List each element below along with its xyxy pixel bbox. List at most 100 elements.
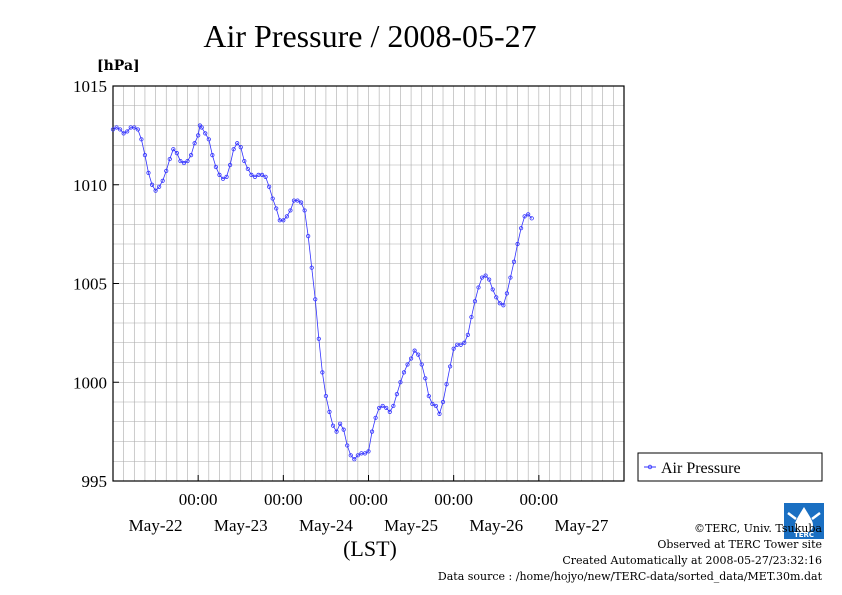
- data-point: [518, 226, 524, 231]
- x-day-label: May-27: [555, 516, 609, 535]
- data-point: [345, 443, 350, 448]
- data-point: [228, 162, 233, 168]
- data-point: [245, 166, 250, 172]
- data-point: [448, 364, 453, 369]
- data-point: [458, 342, 463, 347]
- data-point: [157, 184, 162, 189]
- data-point: [472, 299, 478, 304]
- data-point: [504, 291, 509, 296]
- data-point: [380, 403, 385, 409]
- data-point: [213, 164, 219, 170]
- data-point: [391, 403, 396, 409]
- data-point: [462, 340, 467, 345]
- data-point: [188, 153, 194, 158]
- data-point: [313, 297, 318, 302]
- copyright-text: ©TERC, Univ. Tsukuba: [693, 522, 822, 535]
- data-point: [440, 399, 446, 405]
- data-point: [401, 370, 407, 375]
- data-point: [327, 409, 332, 414]
- data-point: [479, 275, 485, 280]
- logo-drop-shape: [795, 507, 813, 533]
- series-air-pressure: [110, 123, 534, 462]
- data-point: [348, 453, 353, 458]
- data-point: [394, 391, 399, 397]
- data-point: [125, 129, 130, 134]
- y-tick-label: 1005: [73, 275, 107, 294]
- x-tick-label: 00:00: [179, 490, 218, 509]
- data-point: [263, 174, 268, 179]
- y-tick-label: 1000: [73, 373, 107, 392]
- x-day-label: May-25: [384, 516, 438, 535]
- data-point: [274, 206, 279, 211]
- data-point: [242, 158, 247, 164]
- data-point: [249, 172, 254, 177]
- data-point: [511, 259, 517, 264]
- data-point: [501, 303, 506, 308]
- data-point: [405, 362, 410, 367]
- data-point: [302, 208, 307, 213]
- data-point: [444, 382, 449, 387]
- data-point: [171, 147, 176, 152]
- data-point: [366, 449, 371, 454]
- data-point: [160, 178, 165, 183]
- data-point: [334, 429, 339, 434]
- data-point: [465, 332, 470, 337]
- data-point: [330, 423, 336, 428]
- data-point: [199, 125, 204, 130]
- data-point: [487, 277, 492, 282]
- data-point: [238, 145, 243, 150]
- data-point: [483, 273, 488, 278]
- data-point: [284, 214, 289, 219]
- data-point: [270, 196, 275, 201]
- source-text: Data source : /home/hojyo/new/TERC-data/…: [437, 570, 822, 583]
- data-point: [181, 160, 187, 166]
- data-point: [398, 380, 403, 385]
- data-point: [231, 147, 236, 152]
- series-line: [112, 124, 533, 460]
- x-day-label: May-26: [469, 516, 523, 535]
- data-point: [121, 131, 126, 136]
- data-point: [252, 174, 258, 179]
- data-point: [164, 168, 169, 174]
- x-day-label: May-23: [214, 516, 268, 535]
- data-point: [135, 127, 140, 132]
- data-point: [206, 137, 211, 142]
- data-point: [149, 182, 155, 187]
- x-axis: 00:00 00:00 00:00 00:00 00:00 May-22 May-23 May…: [129, 475, 609, 535]
- data-point: [320, 370, 325, 375]
- data-point: [146, 170, 151, 175]
- legend-entry-air-pressure: Air Pressure: [661, 460, 741, 477]
- data-point: [220, 176, 226, 181]
- x-tick-label: 00:00: [264, 490, 303, 509]
- chart-title: Air Pressure / 2008-05-27: [203, 18, 536, 54]
- data-point: [224, 174, 229, 179]
- data-point: [288, 208, 293, 213]
- data-point: [377, 405, 382, 411]
- data-point: [235, 141, 240, 146]
- data-point: [153, 188, 158, 193]
- data-point: [419, 362, 424, 367]
- data-point: [437, 411, 442, 416]
- data-point: [132, 125, 137, 130]
- data-point: [469, 314, 474, 320]
- data-point: [117, 127, 123, 132]
- legend-box: [637, 452, 823, 482]
- data-point: [508, 275, 513, 280]
- created-text: Created Automatically at 2008-05-27/23:3…: [562, 554, 822, 567]
- y-tick-label: 995: [82, 472, 108, 491]
- data-point: [192, 141, 197, 146]
- data-point: [412, 348, 417, 353]
- terc-logo-icon: TERC: [784, 503, 824, 539]
- data-point: [526, 212, 531, 217]
- data-point: [426, 393, 431, 399]
- data-point: [341, 427, 346, 432]
- data-point: [174, 151, 179, 156]
- data-point: [416, 352, 421, 357]
- data-point: [217, 172, 222, 177]
- data-point: [384, 405, 389, 411]
- legend-marker-swatch: [647, 464, 653, 470]
- data-point: [142, 153, 148, 158]
- data-point: [167, 156, 172, 162]
- data-point: [203, 131, 208, 136]
- x-day-label: May-22: [129, 516, 183, 535]
